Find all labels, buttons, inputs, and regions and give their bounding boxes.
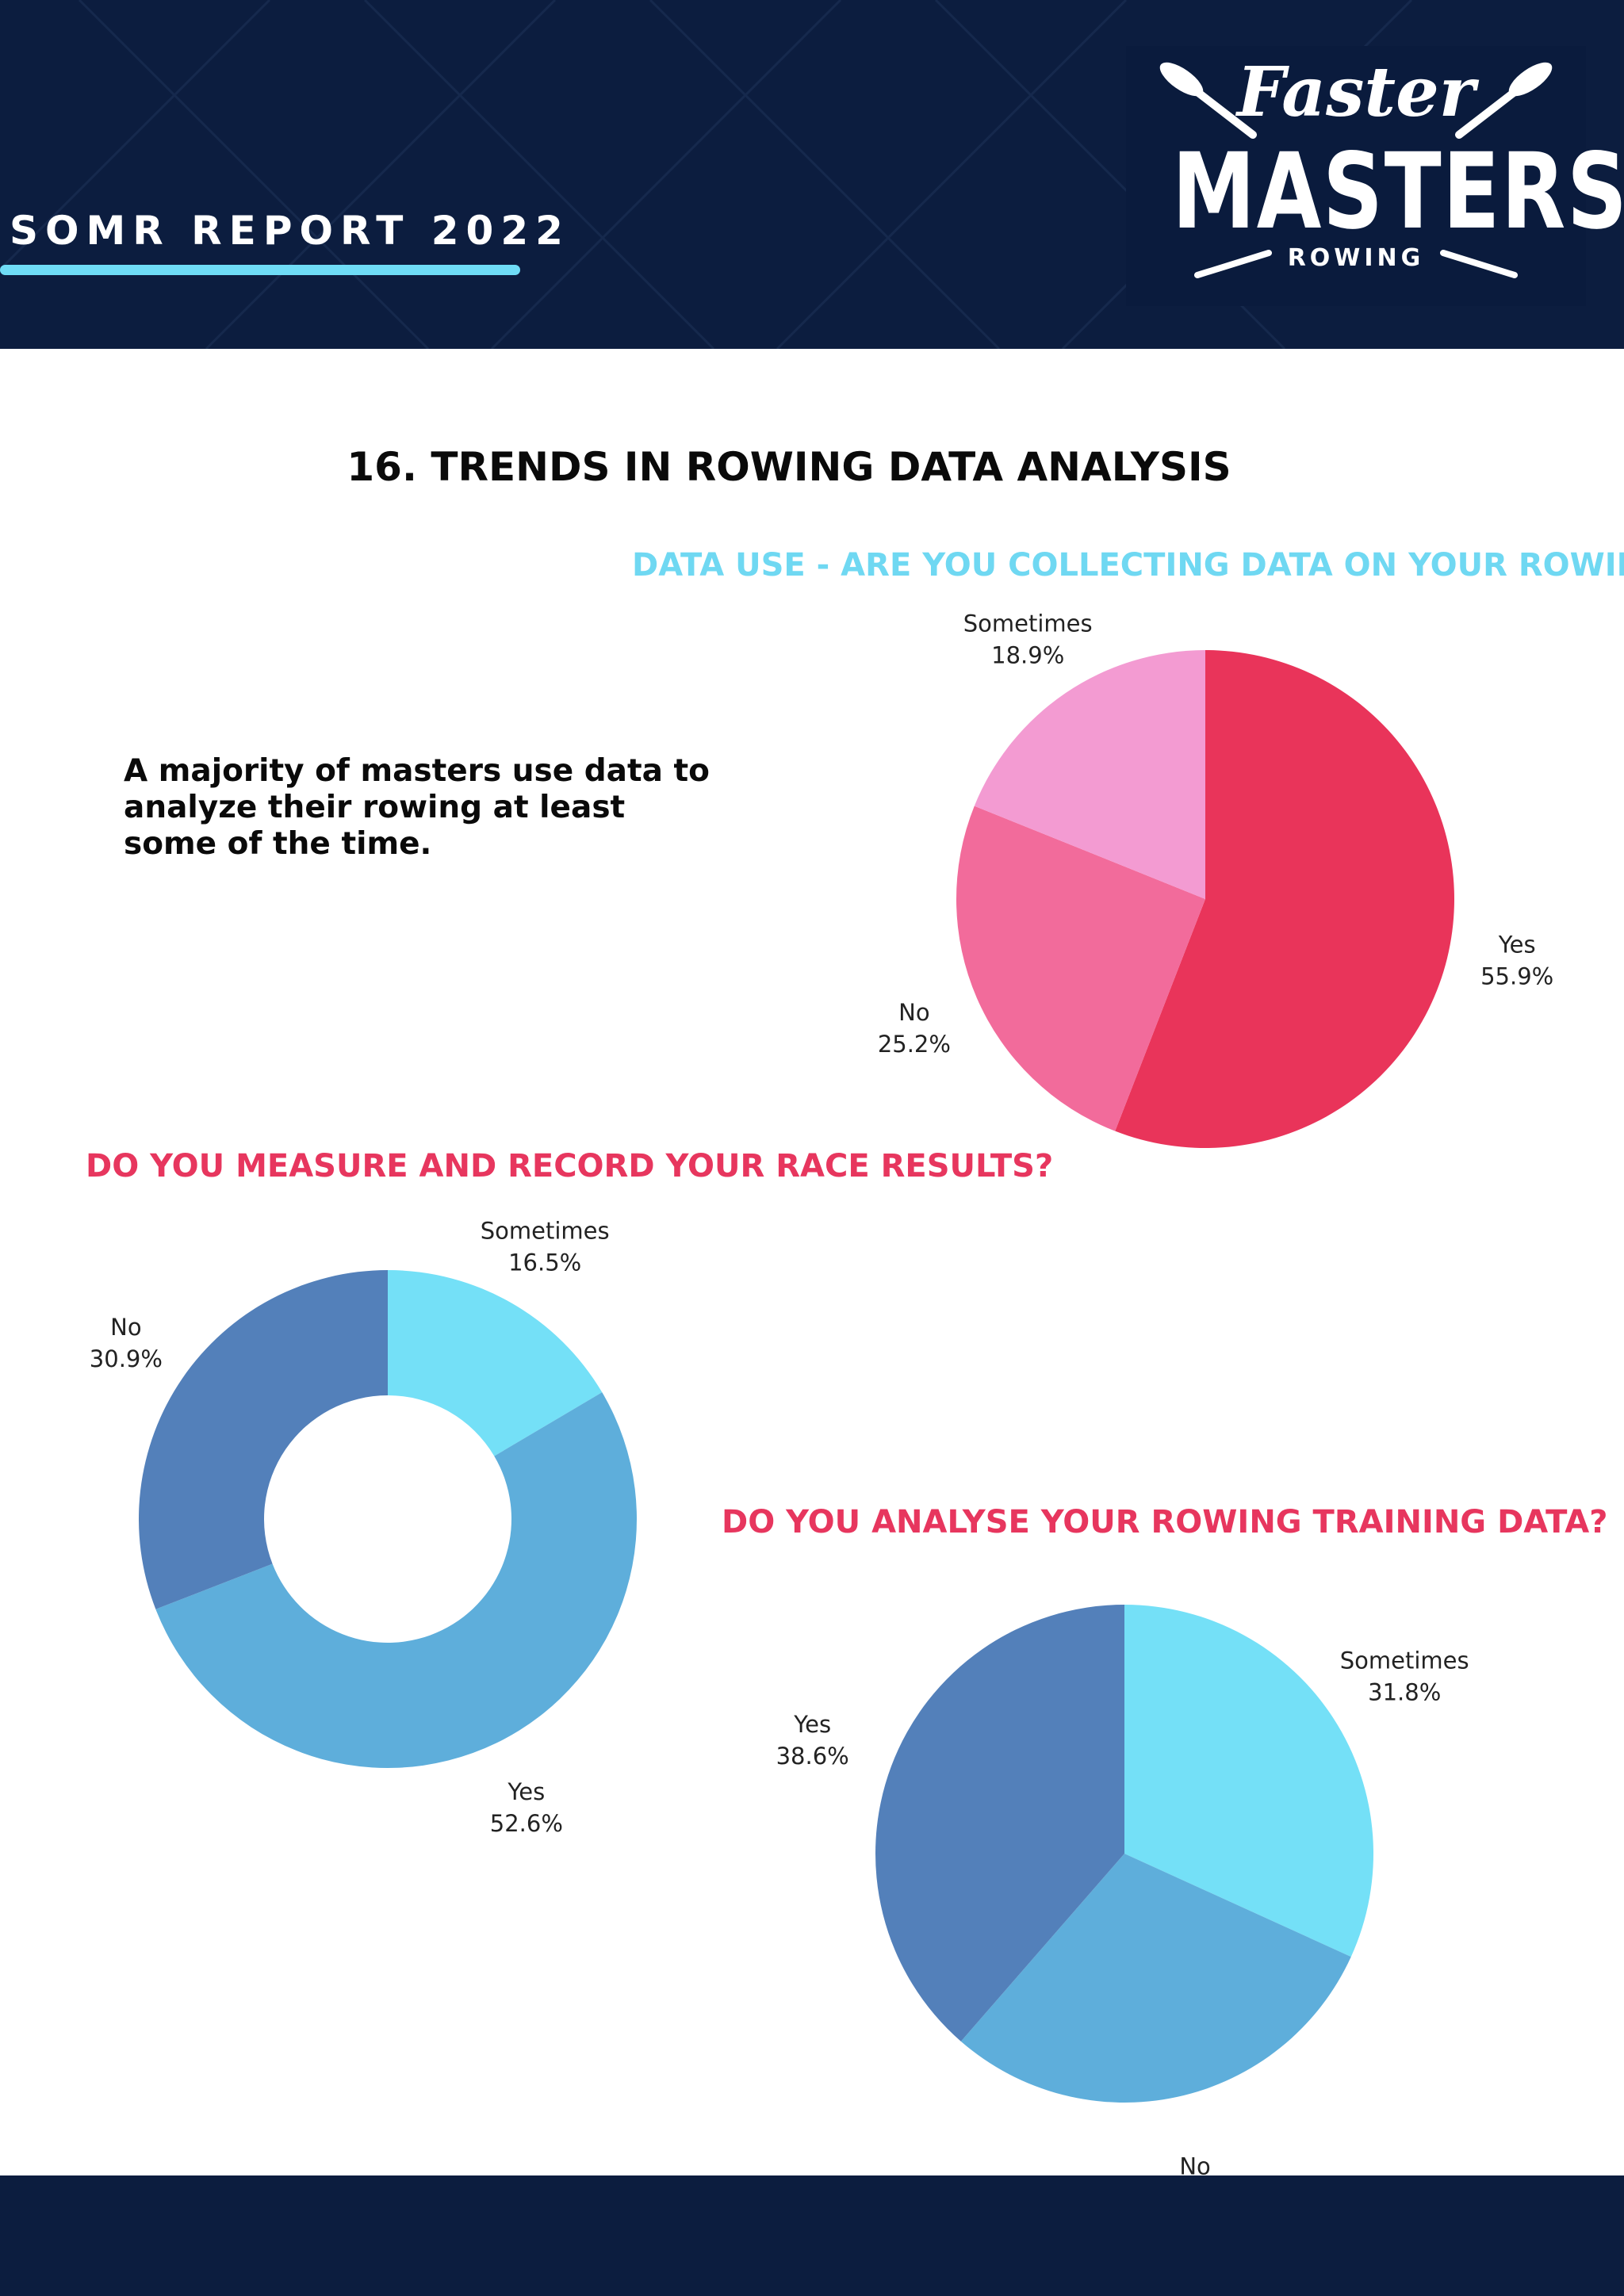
pie-slice-training-data-sometimes <box>1124 1605 1374 1957</box>
logo-faster-text: Faster <box>1236 52 1476 132</box>
report-title-underline <box>0 265 520 275</box>
slice-value-race-results-yes: 52.6% <box>490 1810 563 1837</box>
slice-label-race-results-no: No <box>110 1314 141 1341</box>
header-banner: SOMR REPORT 2022 Faster MASTERS ROWING <box>0 0 1624 349</box>
pie-slice-race-results-sometimes <box>388 1270 603 1456</box>
slice-value-race-results-no: 30.9% <box>90 1345 163 1372</box>
slice-label-training-data-yes: Yes <box>793 1711 831 1738</box>
slice-label-race-results-sometimes: Sometimes <box>481 1218 610 1245</box>
pie-slice-training-data-no <box>960 1854 1351 2103</box>
footer-banner <box>0 2175 1624 2296</box>
slice-value-training-data-yes: 38.6% <box>776 1743 849 1770</box>
chart-title-race-results: DO YOU MEASURE AND RECORD YOUR RACE RESU… <box>86 1148 1054 1184</box>
slice-value-data-use-yes: 55.9% <box>1480 963 1553 990</box>
slice-label-training-data-no: No <box>1179 2152 1210 2179</box>
header-pattern <box>0 0 1413 349</box>
oar-handle-right-icon <box>1440 250 1518 278</box>
pie-slice-race-results-no <box>138 1270 388 1609</box>
pie-slice-data-use-no <box>956 806 1205 1131</box>
oar-right-icon <box>1455 62 1553 139</box>
summary-note: A majority of masters use data to analyz… <box>124 753 710 862</box>
slice-value-data-use-no: 25.2% <box>878 1031 951 1058</box>
slice-label-training-data-sometimes: Sometimes <box>1340 1647 1469 1674</box>
slice-value-race-results-sometimes: 16.5% <box>508 1249 581 1276</box>
slice-label-race-results-yes: Yes <box>507 1778 545 1805</box>
logo-rowing-text: ROWING <box>1287 244 1425 272</box>
slice-label-data-use-yes: Yes <box>1498 932 1536 959</box>
chart-title-data-use: DATA USE - ARE YOU COLLECTING DATA ON YO… <box>632 547 1624 584</box>
pie-slice-training-data-yes <box>875 1605 1124 2042</box>
slice-value-data-use-sometimes: 18.9% <box>991 641 1064 668</box>
slice-label-data-use-no: No <box>898 999 929 1026</box>
oar-handle-left-icon <box>1194 250 1272 278</box>
oar-left-icon <box>1159 62 1257 139</box>
report-title: SOMR REPORT 2022 <box>10 208 570 254</box>
pie-slice-race-results-yes <box>155 1392 637 1768</box>
faster-masters-rowing-logo: Faster MASTERS ROWING <box>1126 46 1624 306</box>
slice-label-data-use-sometimes: Sometimes <box>963 610 1093 637</box>
slice-value-training-data-sometimes: 31.8% <box>1368 1679 1441 1706</box>
pie-slice-data-use-sometimes <box>974 650 1205 899</box>
page-heading: 16. TRENDS IN ROWING DATA ANALYSIS <box>347 444 1231 490</box>
pie-slice-data-use-yes <box>1115 650 1454 1148</box>
chart-title-training-data: DO YOU ANALYSE YOUR ROWING TRAINING DATA… <box>722 1504 1608 1540</box>
